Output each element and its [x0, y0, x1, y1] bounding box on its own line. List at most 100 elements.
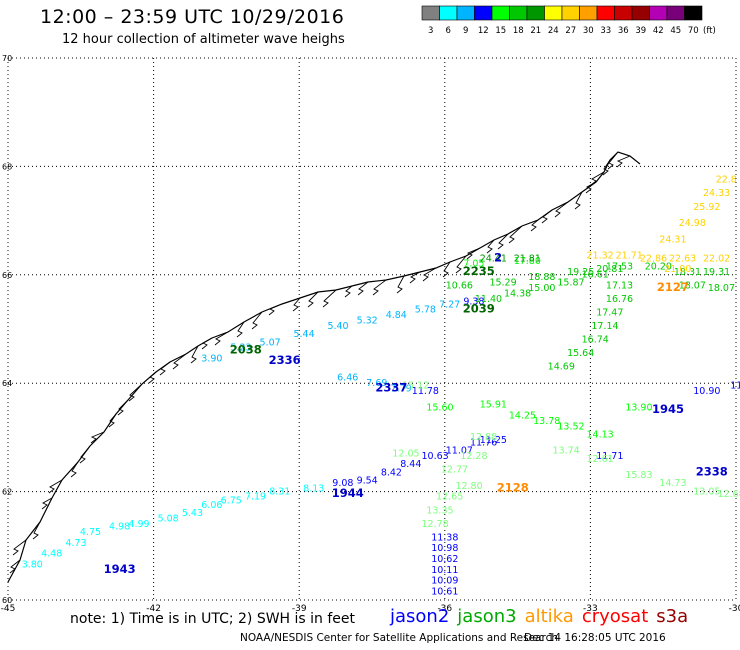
fjord-path — [307, 291, 319, 308]
swh-value: 11.07 — [446, 446, 473, 457]
lon-tick-label: -30 — [729, 604, 740, 614]
lon-tick-label: -42 — [146, 604, 161, 614]
swh-value: 13.35 — [426, 505, 453, 516]
color-scale-label: 15 — [495, 26, 506, 36]
color-scale-swatch — [649, 5, 668, 21]
swh-value: 12.28 — [460, 451, 487, 462]
swh-value: 22.8 — [716, 175, 737, 186]
swh-value: 7.69 — [366, 378, 387, 389]
swh-value: 17.13 — [606, 280, 633, 291]
swh-value: 19.31 — [703, 267, 730, 278]
swh-value: 13.05 — [693, 486, 720, 497]
swh-value: 11.78 — [412, 386, 439, 397]
fjord-path — [396, 275, 405, 294]
swh-value: 17.14 — [591, 321, 618, 332]
swh-value: 9.08 — [332, 478, 353, 489]
swh-value: 8.31 — [269, 486, 290, 497]
swh-value: 22.63 — [669, 253, 696, 264]
swh-value: 15.87 — [557, 278, 584, 289]
timestamp: Dec 14 16:28:05 UTC 2016 — [524, 632, 666, 644]
fjord-path — [322, 289, 337, 308]
fjord-path — [251, 311, 263, 330]
fjord-path — [292, 297, 301, 312]
color-scale-swatch — [421, 5, 440, 21]
swh-value: 20.81 — [596, 264, 623, 275]
swh-value: 9.54 — [357, 475, 378, 486]
swh-value: 25.92 — [693, 202, 720, 213]
swh-value: 10.11 — [431, 565, 458, 576]
track-time: 1943 — [104, 562, 136, 576]
swh-value: 18.31 — [674, 267, 701, 278]
swh-value: 9.38 — [463, 297, 484, 308]
swh-value: 13.74 — [553, 446, 580, 457]
fjord-path — [148, 371, 157, 384]
color-scale-label: 12 — [478, 26, 489, 36]
axis-labels: -45 -42 -39 -36 -33 -30 70 68 66 64 62 60 — [1, 54, 740, 614]
fjord-path — [159, 361, 171, 376]
fjord-path — [541, 209, 553, 224]
fjord-path — [508, 225, 523, 244]
color-scale-swatch — [544, 5, 563, 21]
swh-value: 22.02 — [703, 253, 730, 264]
lat-tick-label: 68 — [2, 162, 12, 171]
swh-value: 15.29 — [489, 278, 516, 289]
swh-value: 12.78 — [421, 519, 448, 530]
color-scale-swatch — [474, 5, 493, 21]
swh-value: 4.84 — [386, 310, 407, 321]
fjord-path — [497, 233, 509, 250]
track-time: 2337 — [375, 380, 407, 394]
track-time: 2039 — [463, 302, 495, 316]
swh-value: 15.64 — [567, 348, 594, 359]
swh-value: 8.13 — [303, 484, 324, 495]
swh-value: 14.13 — [587, 429, 614, 440]
lat-tick-label: 60 — [2, 596, 12, 605]
swh-value: 5.32 — [357, 316, 378, 327]
color-scale-unit: (ft) — [703, 26, 716, 36]
swh-value: 24.31 — [659, 234, 686, 245]
color-scale-swatch — [456, 5, 475, 21]
color-scale-label: 33 — [600, 26, 611, 36]
swh-value: 12.80 — [455, 481, 482, 492]
track-time: 1945 — [652, 402, 684, 416]
lat-tick-label: 70 — [2, 54, 12, 63]
lat-tick-label: 64 — [2, 379, 12, 388]
swh-value: 10.90 — [693, 386, 720, 397]
fjord-path — [590, 171, 605, 186]
satellite-legend-s3a: s3a — [656, 606, 689, 627]
swh-value: 16.61 — [582, 270, 609, 281]
color-scale-label: 42 — [653, 26, 664, 36]
color-scale-swatch — [561, 5, 580, 21]
color-scale-label: 18 — [513, 26, 524, 36]
fjord-path — [214, 331, 229, 346]
swh-value: 14.73 — [659, 478, 686, 489]
page-subtitle: 12 hour collection of altimeter wave hei… — [62, 32, 345, 47]
swh-value: 24.98 — [679, 218, 706, 229]
color-scale-label: 45 — [670, 26, 681, 36]
fjord-path — [268, 303, 283, 316]
color-scale-swatch — [579, 5, 598, 21]
color-scale-label: 6 — [446, 26, 451, 36]
coastline-path — [7, 151, 641, 583]
track-time: 1944 — [332, 486, 364, 500]
swh-value: 4.98 — [109, 522, 130, 533]
greenland-coastline — [7, 151, 641, 583]
fjord-path — [554, 201, 569, 218]
map-grid — [7, 57, 737, 601]
color-scale-label: 21 — [530, 26, 541, 36]
swh-value: 10.61 — [431, 587, 458, 598]
swh-value: 14.69 — [548, 362, 575, 373]
swh-value: 4.73 — [65, 538, 86, 549]
swh-value: 16.76 — [606, 294, 633, 305]
swh-value: 14.38 — [504, 288, 531, 299]
swh-value: 10.63 — [421, 451, 448, 462]
color-scale-swatch — [509, 5, 528, 21]
lon-tick-label: -39 — [292, 604, 307, 614]
swh-value: 15.00 — [528, 283, 555, 294]
swh-value: 21.32 — [587, 251, 614, 262]
swh-value: 12.05 — [392, 448, 419, 459]
swh-value: 17.53 — [606, 261, 633, 272]
swh-value: 12.68 — [718, 489, 740, 500]
lon-tick-label: -45 — [1, 604, 16, 614]
swh-value: 10.66 — [446, 280, 473, 291]
